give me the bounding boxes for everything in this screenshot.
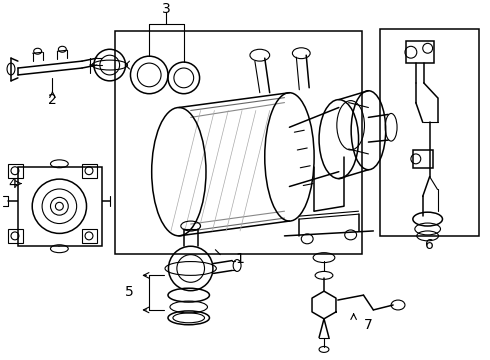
Bar [380, 28, 479, 236]
Bar [82, 229, 97, 243]
Bar [8, 164, 23, 177]
Text: 2: 2 [48, 93, 57, 107]
Bar [406, 41, 434, 63]
Text: 7: 7 [364, 318, 373, 332]
Bar [115, 31, 362, 254]
Text: 1: 1 [236, 252, 245, 266]
Bar [8, 229, 23, 243]
Text: 5: 5 [125, 285, 134, 299]
Bar [82, 164, 97, 177]
Bar [18, 167, 102, 246]
Text: 4: 4 [9, 176, 17, 190]
Text: 3: 3 [162, 2, 171, 16]
Bar [413, 150, 433, 168]
Text: 6: 6 [425, 238, 434, 252]
